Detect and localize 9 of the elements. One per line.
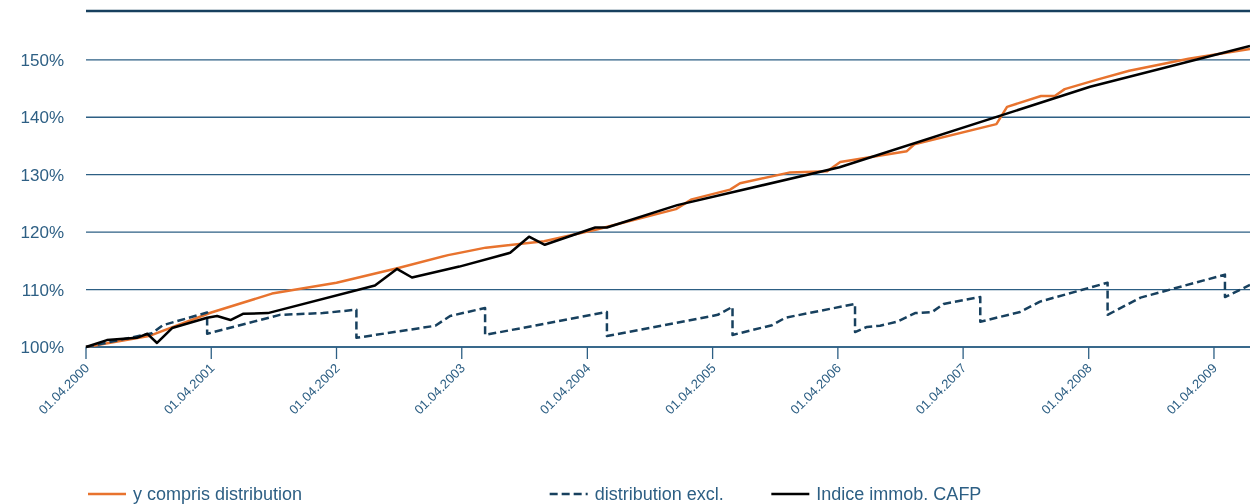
y-tick-label: 110% bbox=[21, 280, 64, 300]
legend-label: Indice immob. CAFP bbox=[816, 484, 982, 504]
legend-label: distribution excl. bbox=[594, 484, 724, 504]
y-tick-label: 120% bbox=[20, 223, 64, 243]
y-tick-label: 130% bbox=[20, 165, 64, 185]
legend-label: y compris distribution bbox=[133, 484, 303, 504]
y-tick-label: 100% bbox=[20, 337, 64, 357]
y-tick-label: 140% bbox=[20, 108, 64, 128]
y-tick-label: 150% bbox=[20, 50, 64, 70]
